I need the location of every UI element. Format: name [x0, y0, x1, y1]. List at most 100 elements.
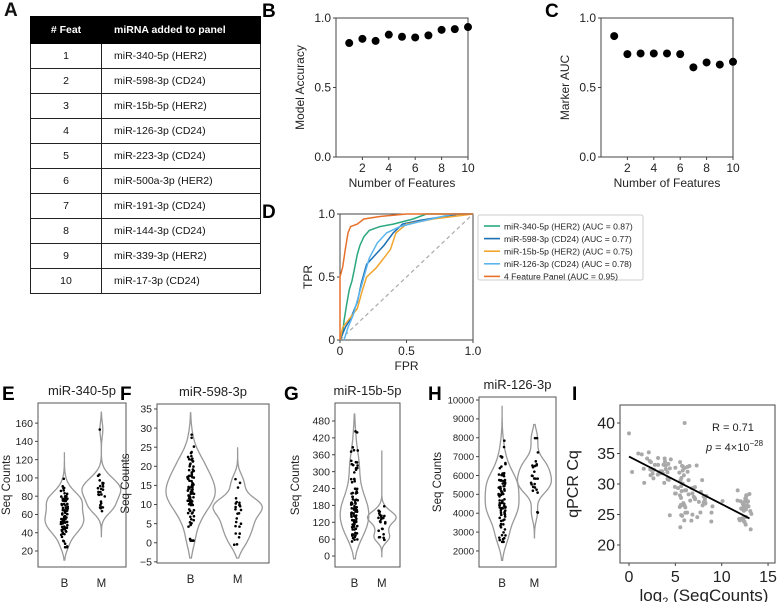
- data-point: [651, 476, 656, 481]
- sample-point: [350, 501, 353, 504]
- y-axis-label: qPCR Cq: [565, 450, 582, 518]
- x-axis-label: Number of Features: [614, 176, 721, 190]
- y-tick-label: 80: [21, 491, 33, 503]
- data-point: [698, 510, 703, 515]
- sample-point: [350, 518, 354, 522]
- sample-point: [501, 482, 505, 485]
- sample-point: [502, 523, 505, 526]
- y-tick-label: 120: [312, 517, 330, 529]
- data-point: [665, 470, 670, 475]
- data-point: [642, 480, 647, 485]
- sample-point: [97, 493, 101, 497]
- data-point: [626, 431, 631, 436]
- sample-point: [100, 493, 103, 496]
- x-tick-label: 10: [461, 161, 475, 175]
- sample-point: [377, 529, 380, 533]
- sample-point: [498, 493, 502, 497]
- data-point: [411, 33, 420, 42]
- y-tick-label: −5: [140, 557, 152, 569]
- data-point: [662, 480, 667, 485]
- data-point: [686, 492, 691, 497]
- data-point: [702, 58, 711, 67]
- sample-point: [351, 446, 355, 449]
- data-point: [668, 457, 673, 462]
- sample-point: [66, 502, 69, 506]
- sample-point: [97, 490, 100, 494]
- data-point: [689, 63, 698, 72]
- category-label-b: B: [187, 574, 195, 586]
- sample-point: [60, 517, 63, 521]
- sample-point: [189, 462, 192, 465]
- data-point: [384, 30, 393, 39]
- x-axis-label: FPR: [395, 359, 419, 373]
- data-point: [645, 456, 650, 461]
- sample-point: [61, 512, 64, 515]
- sample-point: [500, 465, 503, 468]
- cell-mirna: miR-15b-5p (HER2): [101, 93, 261, 119]
- sample-point: [60, 535, 64, 539]
- sample-point: [60, 503, 64, 507]
- sample-point: [65, 526, 69, 530]
- x-axis-label: log2 (SeqCounts): [640, 586, 769, 602]
- violin-b: [339, 413, 370, 560]
- sample-point: [536, 451, 540, 454]
- y-tick-label: 5: [146, 518, 152, 530]
- x-label-subscript: 2: [662, 596, 668, 602]
- data-point: [715, 60, 724, 69]
- y-tick-label: 3000: [453, 527, 474, 538]
- y-tick-label: 0: [146, 537, 152, 549]
- x-tick-label: 6: [412, 161, 419, 175]
- sample-point: [502, 479, 506, 483]
- y-tick-label: 480: [312, 416, 330, 428]
- sample-point: [350, 462, 354, 466]
- table-row: 8 miR-144-3p (CD24): [30, 218, 261, 244]
- sample-point: [187, 457, 191, 461]
- sample-point: [59, 520, 63, 524]
- y-tick-label: 0: [324, 551, 330, 563]
- data-point: [720, 499, 725, 504]
- table-row: 10 miR-17-3p (CD24): [30, 268, 261, 294]
- y-tick-label: 120: [15, 454, 33, 466]
- data-point: [679, 495, 684, 500]
- roc-curve-2: [339, 213, 473, 341]
- sample-point: [236, 486, 240, 489]
- sample-point: [353, 471, 356, 474]
- legend-entry: miR-15b-5p (HER2) (AUC = 0.75): [504, 247, 633, 257]
- legend-frame: [477, 214, 644, 281]
- table-row: 5 miR-223-3p (CD24): [30, 143, 261, 169]
- sample-point: [187, 468, 191, 472]
- sample-point: [354, 502, 357, 505]
- data-point: [679, 513, 684, 518]
- sample-point: [383, 522, 387, 525]
- sample-point: [351, 523, 354, 526]
- y-tick-label: 4000: [453, 509, 474, 520]
- legend-entry: miR-598-3p (CD24) (AUC = 0.77): [504, 234, 632, 244]
- data-point: [682, 420, 687, 425]
- y-tick-label: 40: [597, 416, 615, 433]
- y-tick-label: 10000: [448, 395, 474, 406]
- sample-point: [235, 543, 239, 546]
- data-point: [630, 470, 635, 475]
- sample-point: [190, 483, 194, 487]
- sample-point: [536, 477, 540, 480]
- sample-point: [350, 506, 354, 510]
- legend-entry: miR-126-3p (CD24) (AUC = 0.78): [504, 259, 632, 269]
- y-tick-label: 160: [15, 418, 33, 430]
- y-axis-label: TPR: [301, 265, 315, 289]
- data-point: [735, 498, 740, 503]
- p-symbol: p: [705, 442, 712, 454]
- sample-point: [186, 455, 190, 459]
- p-exponent: −28: [749, 439, 763, 448]
- sample-point: [61, 539, 65, 543]
- sample-point: [65, 520, 69, 524]
- sample-point: [379, 517, 383, 521]
- y-tick-label: 180: [312, 500, 330, 512]
- data-point: [663, 467, 668, 472]
- plot-frame: [334, 402, 401, 568]
- y-tick-label: 0: [328, 333, 335, 347]
- sample-point: [101, 481, 104, 485]
- y-tick-label: 240: [312, 483, 330, 495]
- sample-point: [189, 517, 193, 521]
- data-point: [667, 513, 672, 518]
- sample-point: [234, 496, 238, 500]
